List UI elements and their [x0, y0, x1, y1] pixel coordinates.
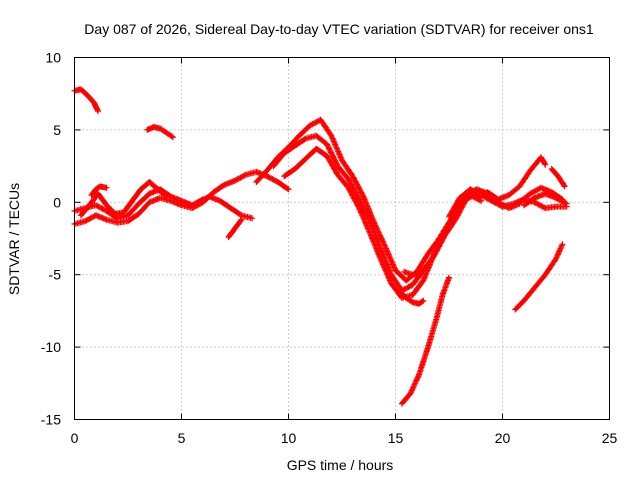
data-point-markers [77, 179, 170, 219]
x-tick-label: 10 [281, 430, 297, 446]
series-arc6 [88, 183, 110, 199]
series-arc8 [225, 216, 245, 241]
y-tick-label: 10 [45, 50, 61, 66]
x-tick-label: 0 [71, 430, 79, 446]
series-arc1 [71, 86, 101, 115]
data-point-markers [88, 183, 110, 199]
x-tick-label: 5 [178, 430, 186, 446]
y-tick-label: 5 [53, 122, 61, 138]
series-arc18 [520, 190, 570, 209]
data-point-markers [398, 274, 452, 407]
y-tick-label: 0 [53, 194, 61, 210]
series-arc20 [512, 241, 566, 313]
y-tick-label: -10 [41, 339, 61, 355]
chart-title: Day 087 of 2026, Sidereal Day-to-day VTE… [84, 21, 594, 37]
x-tick-label: 20 [495, 430, 511, 446]
x-axis-label: GPS time / hours [287, 457, 394, 473]
data-point-markers [144, 124, 176, 141]
data-point-markers [473, 154, 549, 203]
series-arc14 [401, 268, 422, 278]
series-arc16 [473, 154, 549, 203]
series-arc5 [77, 179, 170, 219]
data-point-markers [225, 216, 245, 241]
x-tick-label: 25 [602, 430, 618, 446]
data-point-markers [401, 268, 422, 278]
series-arc13 [398, 274, 452, 407]
data-point-markers [512, 241, 566, 313]
series-arc2 [144, 124, 176, 141]
x-tick-label: 15 [388, 430, 404, 446]
data-point-markers [548, 166, 568, 190]
y-tick-label: -15 [41, 412, 61, 428]
data-point-markers [195, 193, 256, 222]
data-point-markers [520, 190, 570, 209]
data-points [71, 86, 570, 407]
series-arc12 [396, 289, 427, 307]
plot-frame [74, 57, 610, 420]
grid [74, 57, 610, 420]
data-point-markers [71, 86, 101, 115]
y-tick-label: -5 [49, 267, 62, 283]
y-axis-label: SDTVAR / TECUs [6, 183, 22, 295]
series-arc19 [548, 166, 568, 190]
data-point-markers [396, 289, 427, 307]
ticks: 0 5 10 15 20 25 10 5 0 -5 -10 -15 [41, 50, 618, 447]
series-arc7 [195, 193, 256, 222]
